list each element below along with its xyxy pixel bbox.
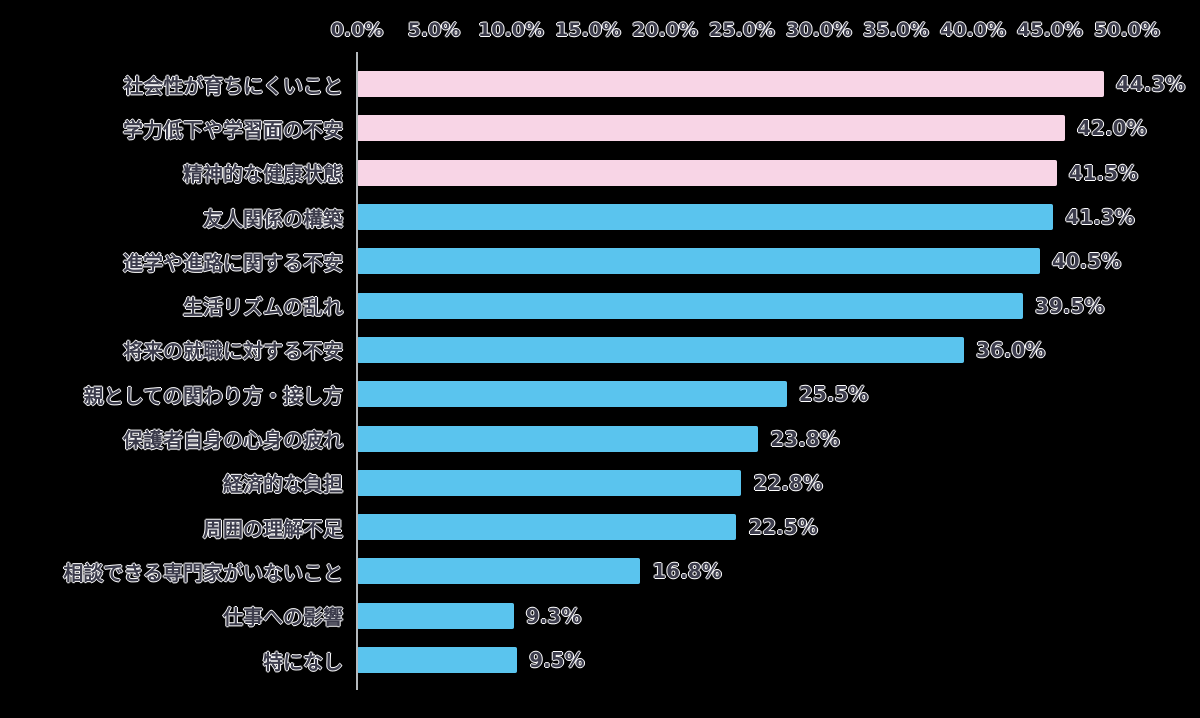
bar-row: 保護者自身の心身の疲れ 23.8% bbox=[0, 416, 1200, 460]
x-tick-label: 50.0% bbox=[1094, 19, 1160, 41]
x-tick-label: 30.0% bbox=[786, 19, 852, 41]
x-axis: 0.0% 5.0% 10.0% 15.0% 20.0% 25.0% 30.0% 35.0% 40… bbox=[331, 18, 1160, 42]
category-label: 将来の就職に対する不安 bbox=[123, 339, 343, 364]
value-label: 16.8% bbox=[652, 559, 722, 584]
value-label: 42.0% bbox=[1077, 116, 1147, 141]
category-label: 生活リズムの乱れ bbox=[183, 295, 343, 320]
bar-row: 仕事への影響 9.3% bbox=[0, 594, 1200, 638]
bar-track: 22.5% bbox=[357, 514, 1200, 541]
bar-track: 22.8% bbox=[357, 469, 1200, 496]
category-label: 学力低下や学習面の不安 bbox=[123, 117, 343, 142]
bar-track: 23.8% bbox=[357, 425, 1200, 452]
bar-row: 経済的な負担 22.8% bbox=[0, 461, 1200, 505]
bar bbox=[357, 292, 1023, 319]
value-label: 41.5% bbox=[1068, 160, 1139, 185]
bar-row: 相談できる専門家がいないこと 16.8% bbox=[0, 549, 1200, 593]
bar-row: 社会性が育ちにくいこと 44.3% bbox=[0, 62, 1200, 106]
value-label: 44.3% bbox=[1115, 72, 1186, 97]
category-label: 経済的な負担 bbox=[223, 472, 343, 497]
bar-track: 44.3% bbox=[357, 71, 1200, 98]
bar-track: 9.3% bbox=[357, 602, 1200, 629]
bar bbox=[357, 336, 964, 363]
bar bbox=[357, 602, 514, 629]
value-label: 9.3% bbox=[525, 603, 582, 628]
x-tick-label: 15.0% bbox=[555, 19, 621, 41]
x-tick-label: 40.0% bbox=[940, 19, 1006, 41]
category-label: 周囲の理解不足 bbox=[203, 516, 343, 541]
bar bbox=[357, 204, 1054, 231]
x-tick-label: 20.0% bbox=[632, 19, 698, 41]
bar-row: 生活リズムの乱れ 39.5% bbox=[0, 283, 1200, 327]
x-tick-label: 45.0% bbox=[1017, 19, 1083, 41]
bar bbox=[357, 71, 1104, 98]
bar bbox=[357, 647, 518, 673]
category-label: 特になし bbox=[263, 649, 343, 674]
bar-row: 親としての関わり方・接し方 25.5% bbox=[0, 372, 1200, 416]
category-label: 進学や進路に関する不安 bbox=[123, 250, 343, 275]
value-label: 41.3% bbox=[1065, 205, 1135, 230]
category-label: 相談できる専門家がいないこと bbox=[63, 560, 343, 585]
x-tick-label: 25.0% bbox=[709, 19, 775, 41]
bar-row: 学力低下や学習面の不安 42.0% bbox=[0, 106, 1200, 150]
category-label: 友人関係の構築 bbox=[203, 206, 343, 231]
bar bbox=[357, 469, 742, 496]
bar-row: 周囲の理解不足 22.5% bbox=[0, 505, 1200, 549]
bar-track: 41.3% bbox=[357, 204, 1200, 231]
bar bbox=[357, 115, 1066, 142]
bar-row: 将来の就職に対する不安 36.0% bbox=[0, 328, 1200, 372]
bar-row: 進学や進路に関する不安 40.5% bbox=[0, 239, 1200, 283]
x-tick-label: 0.0% bbox=[330, 19, 384, 41]
y-axis-line bbox=[356, 52, 358, 690]
bar-track: 36.0% bbox=[357, 336, 1200, 363]
bar-row: 精神的な健康状態 41.5% bbox=[0, 151, 1200, 195]
value-label: 23.8% bbox=[770, 426, 840, 451]
bar-track: 40.5% bbox=[357, 248, 1200, 275]
bar bbox=[357, 159, 1057, 186]
bar-track: 16.8% bbox=[357, 558, 1200, 585]
bar bbox=[357, 248, 1040, 275]
bar-track: 9.5% bbox=[357, 647, 1200, 673]
bar-row: 特になし 9.5% bbox=[0, 638, 1200, 682]
category-label: 仕事への影響 bbox=[223, 605, 343, 630]
bar-rows: 社会性が育ちにくいこと 44.3% 学力低下や学習面の不安 42.0% 精神的な… bbox=[0, 62, 1200, 682]
value-label: 39.5% bbox=[1034, 293, 1105, 318]
value-label: 40.5% bbox=[1051, 249, 1122, 274]
value-label: 25.5% bbox=[798, 382, 869, 407]
value-label: 22.8% bbox=[753, 470, 823, 495]
x-tick-label: 10.0% bbox=[478, 19, 544, 41]
category-label: 精神的な健康状態 bbox=[183, 162, 343, 187]
x-tick-label: 5.0% bbox=[407, 19, 461, 41]
value-label: 36.0% bbox=[975, 337, 1046, 362]
bar bbox=[357, 514, 737, 541]
bar bbox=[357, 558, 641, 585]
bar-track: 42.0% bbox=[357, 115, 1200, 142]
category-label: 保護者自身の心身の疲れ bbox=[123, 428, 343, 453]
bar bbox=[357, 425, 759, 452]
category-label: 社会性が育ちにくいこと bbox=[123, 73, 343, 98]
x-tick-label: 35.0% bbox=[863, 19, 929, 41]
bar bbox=[357, 381, 787, 408]
value-label: 22.5% bbox=[748, 515, 818, 540]
bar-track: 41.5% bbox=[357, 159, 1200, 186]
bar-track: 39.5% bbox=[357, 292, 1200, 319]
value-label: 9.5% bbox=[529, 648, 585, 672]
category-label: 親としての関わり方・接し方 bbox=[83, 383, 343, 408]
bar-row: 友人関係の構築 41.3% bbox=[0, 195, 1200, 239]
bar-track: 25.5% bbox=[357, 381, 1200, 408]
